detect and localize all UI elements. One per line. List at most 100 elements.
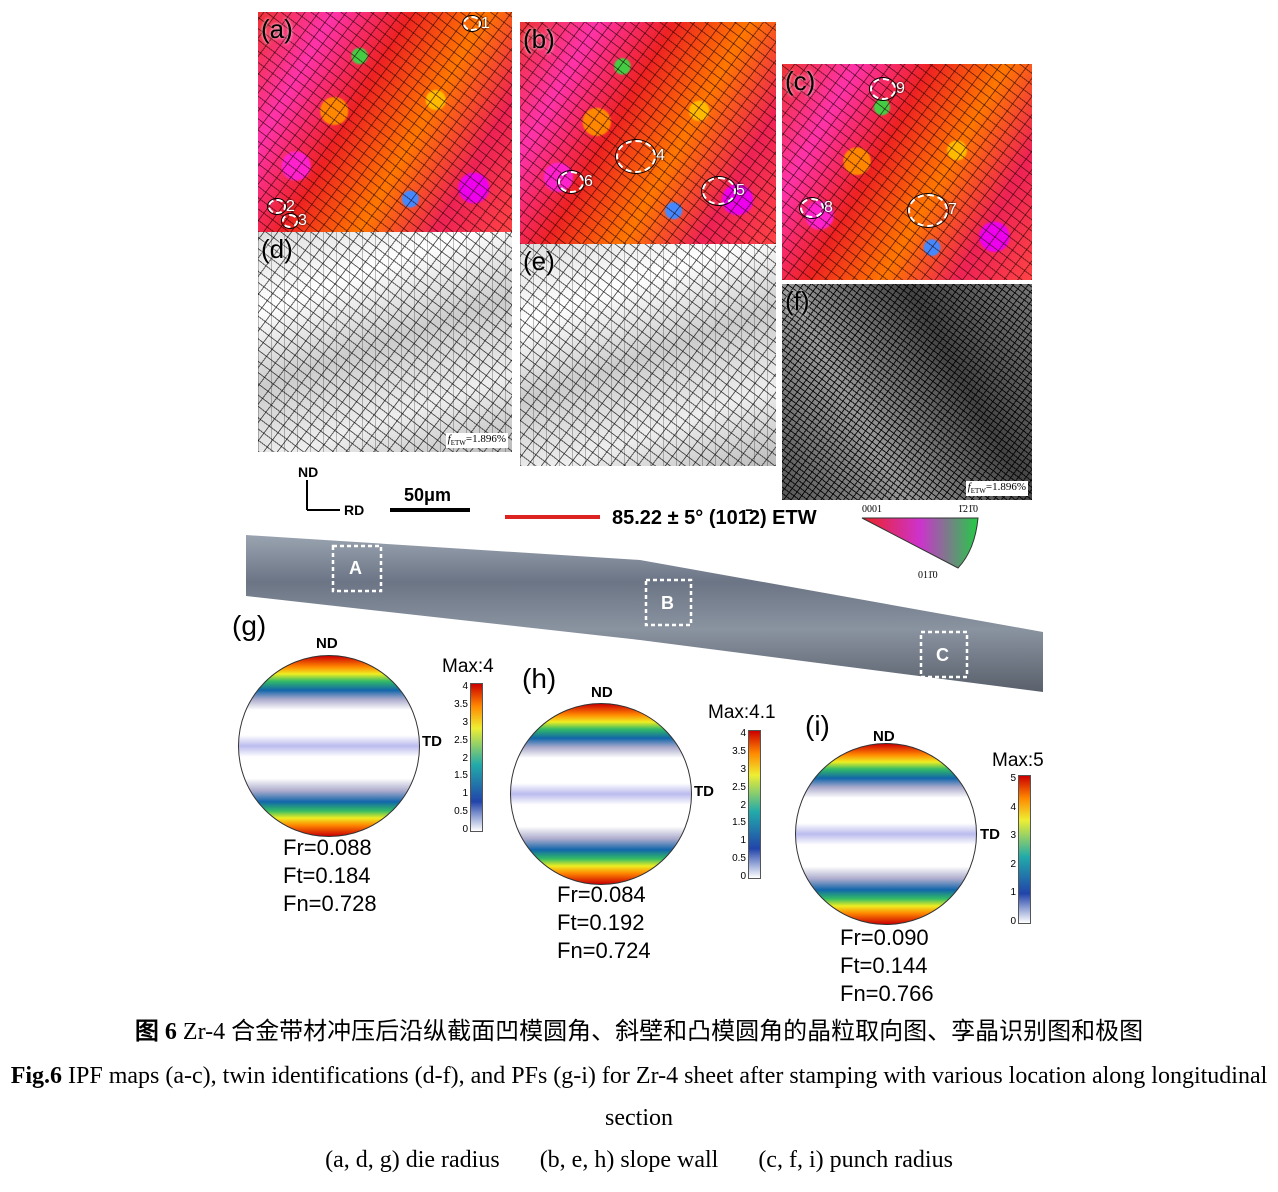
pole-figure bbox=[510, 703, 692, 885]
sheet-section bbox=[246, 535, 1043, 692]
twin-map: (f) fETW=1.896% bbox=[782, 284, 1032, 500]
fraction-symbol: f bbox=[967, 480, 971, 493]
grain-marker bbox=[908, 194, 948, 227]
colorbar-tick: 2.5 bbox=[732, 781, 746, 793]
marker-number: 8 bbox=[824, 199, 833, 216]
colorbar-tick: 3.5 bbox=[454, 698, 468, 710]
ipf-corner: 011̄0 bbox=[918, 570, 938, 581]
grain-marker bbox=[702, 177, 736, 205]
twin-map: (d) fETW=1.896% bbox=[258, 232, 512, 452]
grain-marker bbox=[800, 198, 824, 218]
ipf-corner: 0001 bbox=[862, 504, 882, 515]
colorbar-tick: 3 bbox=[1010, 830, 1016, 842]
caption-sub: (b, e, h) slope wall bbox=[539, 1147, 719, 1173]
twin-legend: 85.22 ± 5° (101̄2) ETW bbox=[612, 507, 817, 529]
panel-label: (c) bbox=[785, 66, 816, 96]
colorbar-tick: 0.5 bbox=[454, 806, 468, 818]
pole-figure bbox=[795, 743, 977, 925]
caption-label: Fig.6 bbox=[10, 1063, 63, 1089]
region-label: C bbox=[936, 645, 949, 665]
fraction-text: Fr=0.088 bbox=[283, 835, 372, 860]
caption-sub: (c, f, i) punch radius bbox=[758, 1147, 953, 1173]
colorbar-tick: 2 bbox=[1010, 858, 1016, 870]
axis-label: ND bbox=[316, 635, 338, 652]
grain-marker bbox=[616, 140, 656, 173]
max-label: Max:4.1 bbox=[708, 702, 776, 723]
axis-label: TD bbox=[980, 826, 1000, 843]
colorbar-tick: 2.5 bbox=[454, 734, 468, 746]
colorbar-tick: 1 bbox=[462, 788, 468, 800]
colorbar-tick: 2 bbox=[740, 799, 746, 811]
fraction-value: =1.896% bbox=[985, 480, 1026, 493]
marker-number: 7 bbox=[948, 201, 957, 219]
fraction-symbol: f bbox=[447, 432, 451, 445]
region-box bbox=[331, 544, 383, 593]
caption-label: 图 6 bbox=[134, 1019, 177, 1045]
scale-label: 50μm bbox=[404, 485, 452, 505]
grain-marker bbox=[870, 78, 896, 100]
max-label: Max:5 bbox=[992, 750, 1044, 771]
region-label: A bbox=[349, 558, 362, 578]
colorbar-tick: 1.5 bbox=[732, 817, 746, 829]
colorbar-tick: 4 bbox=[462, 681, 468, 692]
caption-en: Fig.6 IPF maps (a-c), twin identificatio… bbox=[0, 1055, 1278, 1139]
fraction-value: =1.896% bbox=[465, 432, 506, 445]
fraction-subscript: ETW bbox=[970, 487, 986, 495]
marker-number: 6 bbox=[584, 172, 593, 190]
caption-subs: (a, d, g) die radius (b, e, h) slope wall… bbox=[0, 1148, 1278, 1172]
marker-number: 9 bbox=[896, 79, 905, 97]
panel-label: (f) bbox=[785, 286, 810, 316]
panel-label: (i) bbox=[805, 710, 830, 741]
region-label: B bbox=[661, 593, 674, 613]
fraction-text: Fn=0.724 bbox=[557, 938, 651, 963]
grain-marker bbox=[268, 199, 286, 215]
grain-marker bbox=[463, 16, 481, 32]
grain-marker bbox=[282, 214, 298, 228]
ipf-triangle bbox=[861, 517, 979, 569]
axis-label: TD bbox=[422, 733, 442, 750]
caption-text: Zr-4 合金带材冲压后沿纵截面凹模圆角、斜壁和凸模圆角的晶粒取向图、孪晶识别图… bbox=[182, 1019, 1144, 1045]
colorbar-tick: 2 bbox=[462, 752, 468, 764]
region-box bbox=[919, 630, 969, 679]
colorbar-tick: 0 bbox=[1010, 916, 1016, 927]
twin-map: (e) bbox=[520, 244, 776, 466]
fraction-subscript: ETW bbox=[450, 439, 466, 447]
colorbar-tick: 3.5 bbox=[732, 745, 746, 757]
colorbar-tick: 0 bbox=[462, 824, 468, 835]
panel-label: (a) bbox=[261, 14, 293, 44]
fraction-text: Ft=0.144 bbox=[840, 953, 928, 978]
caption-cn: 图 6 Zr-4 合金带材冲压后沿纵截面凹模圆角、斜壁和凸模圆角的晶粒取向图、孪… bbox=[0, 1020, 1278, 1044]
colorbar-tick: 4 bbox=[740, 728, 746, 739]
colorbar-tick: 1 bbox=[1010, 887, 1016, 899]
marker-number: 2 bbox=[286, 197, 295, 215]
layout-svg bbox=[246, 480, 1043, 692]
ipf-map: (b) 4 6 5 bbox=[520, 22, 776, 244]
axis-label: ND bbox=[591, 684, 613, 701]
twin-fraction: fETW=1.896% bbox=[445, 432, 508, 448]
colorbar-tick: 4 bbox=[1010, 801, 1016, 813]
caption-text: IPF maps (a-c), twin identifications (d-… bbox=[68, 1063, 1268, 1131]
max-label: Max:4 bbox=[442, 656, 494, 677]
ipf-map: (a) 1 2 3 bbox=[258, 12, 512, 232]
axis-label: ND bbox=[873, 728, 895, 745]
region-box bbox=[644, 578, 693, 627]
fraction-text: Ft=0.192 bbox=[557, 910, 645, 935]
panel-label: (e) bbox=[523, 246, 555, 276]
fraction-text: Fr=0.084 bbox=[557, 882, 646, 907]
ipf-map: (c) 9 8 7 bbox=[782, 64, 1032, 280]
colorbar bbox=[748, 730, 761, 879]
panel-label: (d) bbox=[261, 234, 293, 264]
colorbar bbox=[1018, 775, 1031, 924]
panel-label: (h) bbox=[522, 663, 557, 694]
colorbar-tick: 5 bbox=[1010, 773, 1016, 784]
twin-fraction: fETW=1.896% bbox=[965, 480, 1028, 496]
marker-number: 1 bbox=[481, 14, 490, 32]
pole-figure bbox=[238, 655, 420, 837]
panel-label: (g) bbox=[232, 610, 267, 641]
ipf-corner: 1̄21̄0 bbox=[958, 504, 978, 515]
fraction-text: Ft=0.184 bbox=[283, 863, 371, 888]
caption-sub: (a, d, g) die radius bbox=[325, 1147, 500, 1173]
fraction-text: Fn=0.766 bbox=[840, 981, 934, 1006]
axis-label: TD bbox=[694, 783, 714, 800]
